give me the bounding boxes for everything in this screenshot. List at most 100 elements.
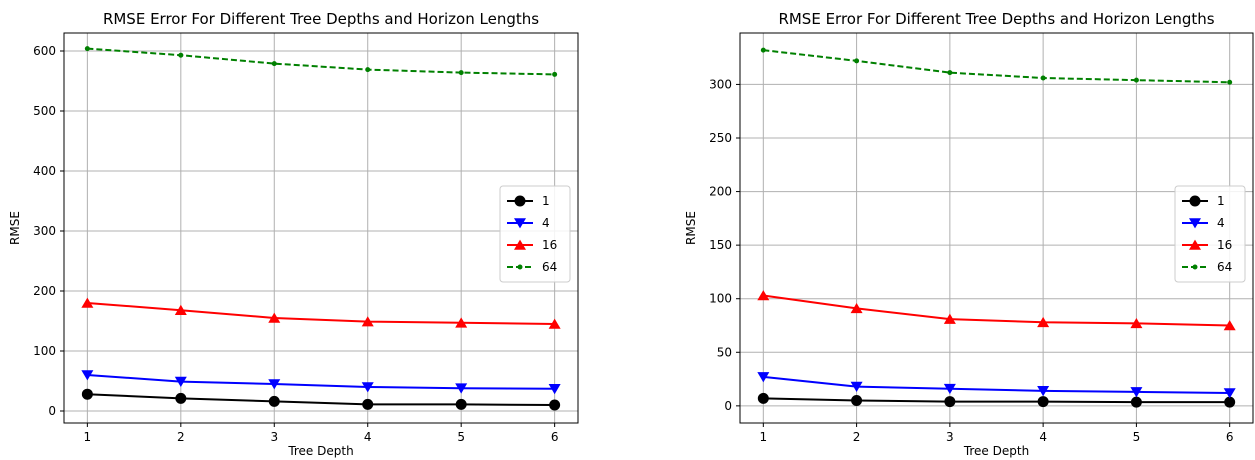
- data-point: [81, 370, 94, 381]
- data-point: [1224, 396, 1236, 408]
- data-point: [361, 316, 374, 327]
- data-point: [1130, 387, 1143, 398]
- data-point: [178, 52, 184, 58]
- legend-label: 16: [1217, 238, 1232, 252]
- y-tick-label: 100: [33, 344, 56, 358]
- legend-marker: [514, 218, 526, 229]
- data-point: [455, 317, 468, 328]
- chart-title: RMSE Error For Different Tree Depths and…: [103, 10, 539, 28]
- y-tick-label: 400: [33, 164, 56, 178]
- y-tick-label: 150: [709, 238, 732, 252]
- data-point: [1037, 386, 1050, 397]
- data-point: [1130, 317, 1143, 329]
- data-point: [1223, 388, 1236, 399]
- x-tick-label: 4: [364, 430, 372, 444]
- data-point: [268, 312, 281, 323]
- legend-label: 4: [1217, 216, 1225, 230]
- series-line-4: [87, 374, 555, 390]
- series-line-1: [763, 397, 1230, 404]
- data-point: [1037, 316, 1050, 328]
- legend-marker: [1192, 264, 1198, 270]
- x-tick-label: 3: [946, 430, 954, 444]
- legend-marker: [517, 264, 523, 270]
- legend-label: 16: [542, 238, 557, 252]
- data-point: [549, 399, 561, 411]
- legend-label: 1: [1217, 194, 1225, 208]
- legend-marker: [514, 195, 526, 207]
- x-tick-label: 5: [1133, 430, 1141, 444]
- data-point: [365, 67, 371, 73]
- data-point: [1227, 79, 1233, 85]
- data-point: [458, 70, 464, 76]
- y-tick-label: 600: [33, 44, 56, 58]
- data-point: [944, 396, 956, 408]
- data-point: [1040, 75, 1046, 81]
- data-point: [362, 398, 374, 410]
- data-point: [84, 46, 90, 52]
- data-point: [943, 383, 956, 395]
- data-point: [947, 70, 953, 76]
- x-tick-label: 6: [551, 430, 559, 444]
- y-tick-label: 300: [709, 77, 732, 91]
- x-tick-label: 4: [1039, 430, 1047, 444]
- data-point: [548, 384, 561, 395]
- legend-label: 4: [542, 216, 550, 230]
- chart-panel-2: 1 2 3 4 5 6 0 50 100 150 200 250 300 RMSE Error For D…: [684, 10, 1254, 458]
- series-line-1: [87, 393, 555, 406]
- data-point: [81, 297, 94, 308]
- data-point: [268, 379, 281, 390]
- data-point: [81, 388, 93, 400]
- data-point: [548, 318, 561, 329]
- data-point: [854, 58, 860, 64]
- series-line-16: [87, 302, 555, 325]
- legend-label: 64: [542, 260, 557, 274]
- data-point: [552, 71, 558, 77]
- data-point: [455, 383, 468, 394]
- series-line-64: [87, 47, 555, 76]
- series-line-4: [763, 375, 1230, 394]
- data-point: [757, 392, 769, 404]
- data-point: [943, 313, 956, 324]
- x-axis-label: Tree Depth: [287, 444, 353, 458]
- y-tick-label: 300: [33, 224, 56, 238]
- data-point: [174, 304, 187, 315]
- legend-marker: [1189, 239, 1201, 250]
- y-tick-label: 0: [724, 399, 732, 413]
- y-tick-label: 0: [48, 404, 56, 418]
- x-tick-label: 5: [457, 430, 465, 444]
- plot-frame: [739, 32, 1254, 424]
- data-point: [757, 290, 770, 301]
- legend-marker: [1189, 218, 1201, 229]
- data-point: [1223, 320, 1236, 331]
- y-tick-label: 500: [33, 104, 56, 118]
- data-point: [1133, 77, 1139, 83]
- series-line-16: [763, 294, 1230, 327]
- data-point: [268, 395, 280, 407]
- y-tick-label: 50: [717, 345, 732, 359]
- data-point: [757, 372, 770, 383]
- legend-marker: [1189, 195, 1201, 207]
- x-tick-label: 2: [853, 430, 861, 444]
- chart-panel-1: 1 2 3 4 5 6 0 100 200 300 400 500 600 RMSE Error For …: [8, 10, 579, 458]
- legend-label: 1: [542, 194, 550, 208]
- legend-box: [499, 185, 571, 283]
- legend-box: [1174, 185, 1246, 283]
- data-point: [361, 382, 374, 393]
- data-point: [271, 61, 277, 67]
- y-tick-label: 200: [709, 185, 732, 199]
- chart-title: RMSE Error For Different Tree Depths and…: [778, 10, 1214, 28]
- x-tick-label: 6: [1226, 430, 1234, 444]
- data-point: [455, 398, 467, 410]
- data-point: [850, 302, 863, 314]
- y-tick-label: 250: [709, 131, 732, 145]
- data-point: [760, 47, 766, 53]
- x-tick-label: 1: [759, 430, 767, 444]
- legend-label: 64: [1217, 260, 1232, 274]
- x-tick-label: 2: [177, 430, 185, 444]
- data-point: [175, 392, 187, 404]
- x-axis-label: Tree Depth: [963, 444, 1029, 458]
- legend-marker: [514, 239, 526, 250]
- data-point: [850, 381, 863, 392]
- data-point: [851, 395, 863, 406]
